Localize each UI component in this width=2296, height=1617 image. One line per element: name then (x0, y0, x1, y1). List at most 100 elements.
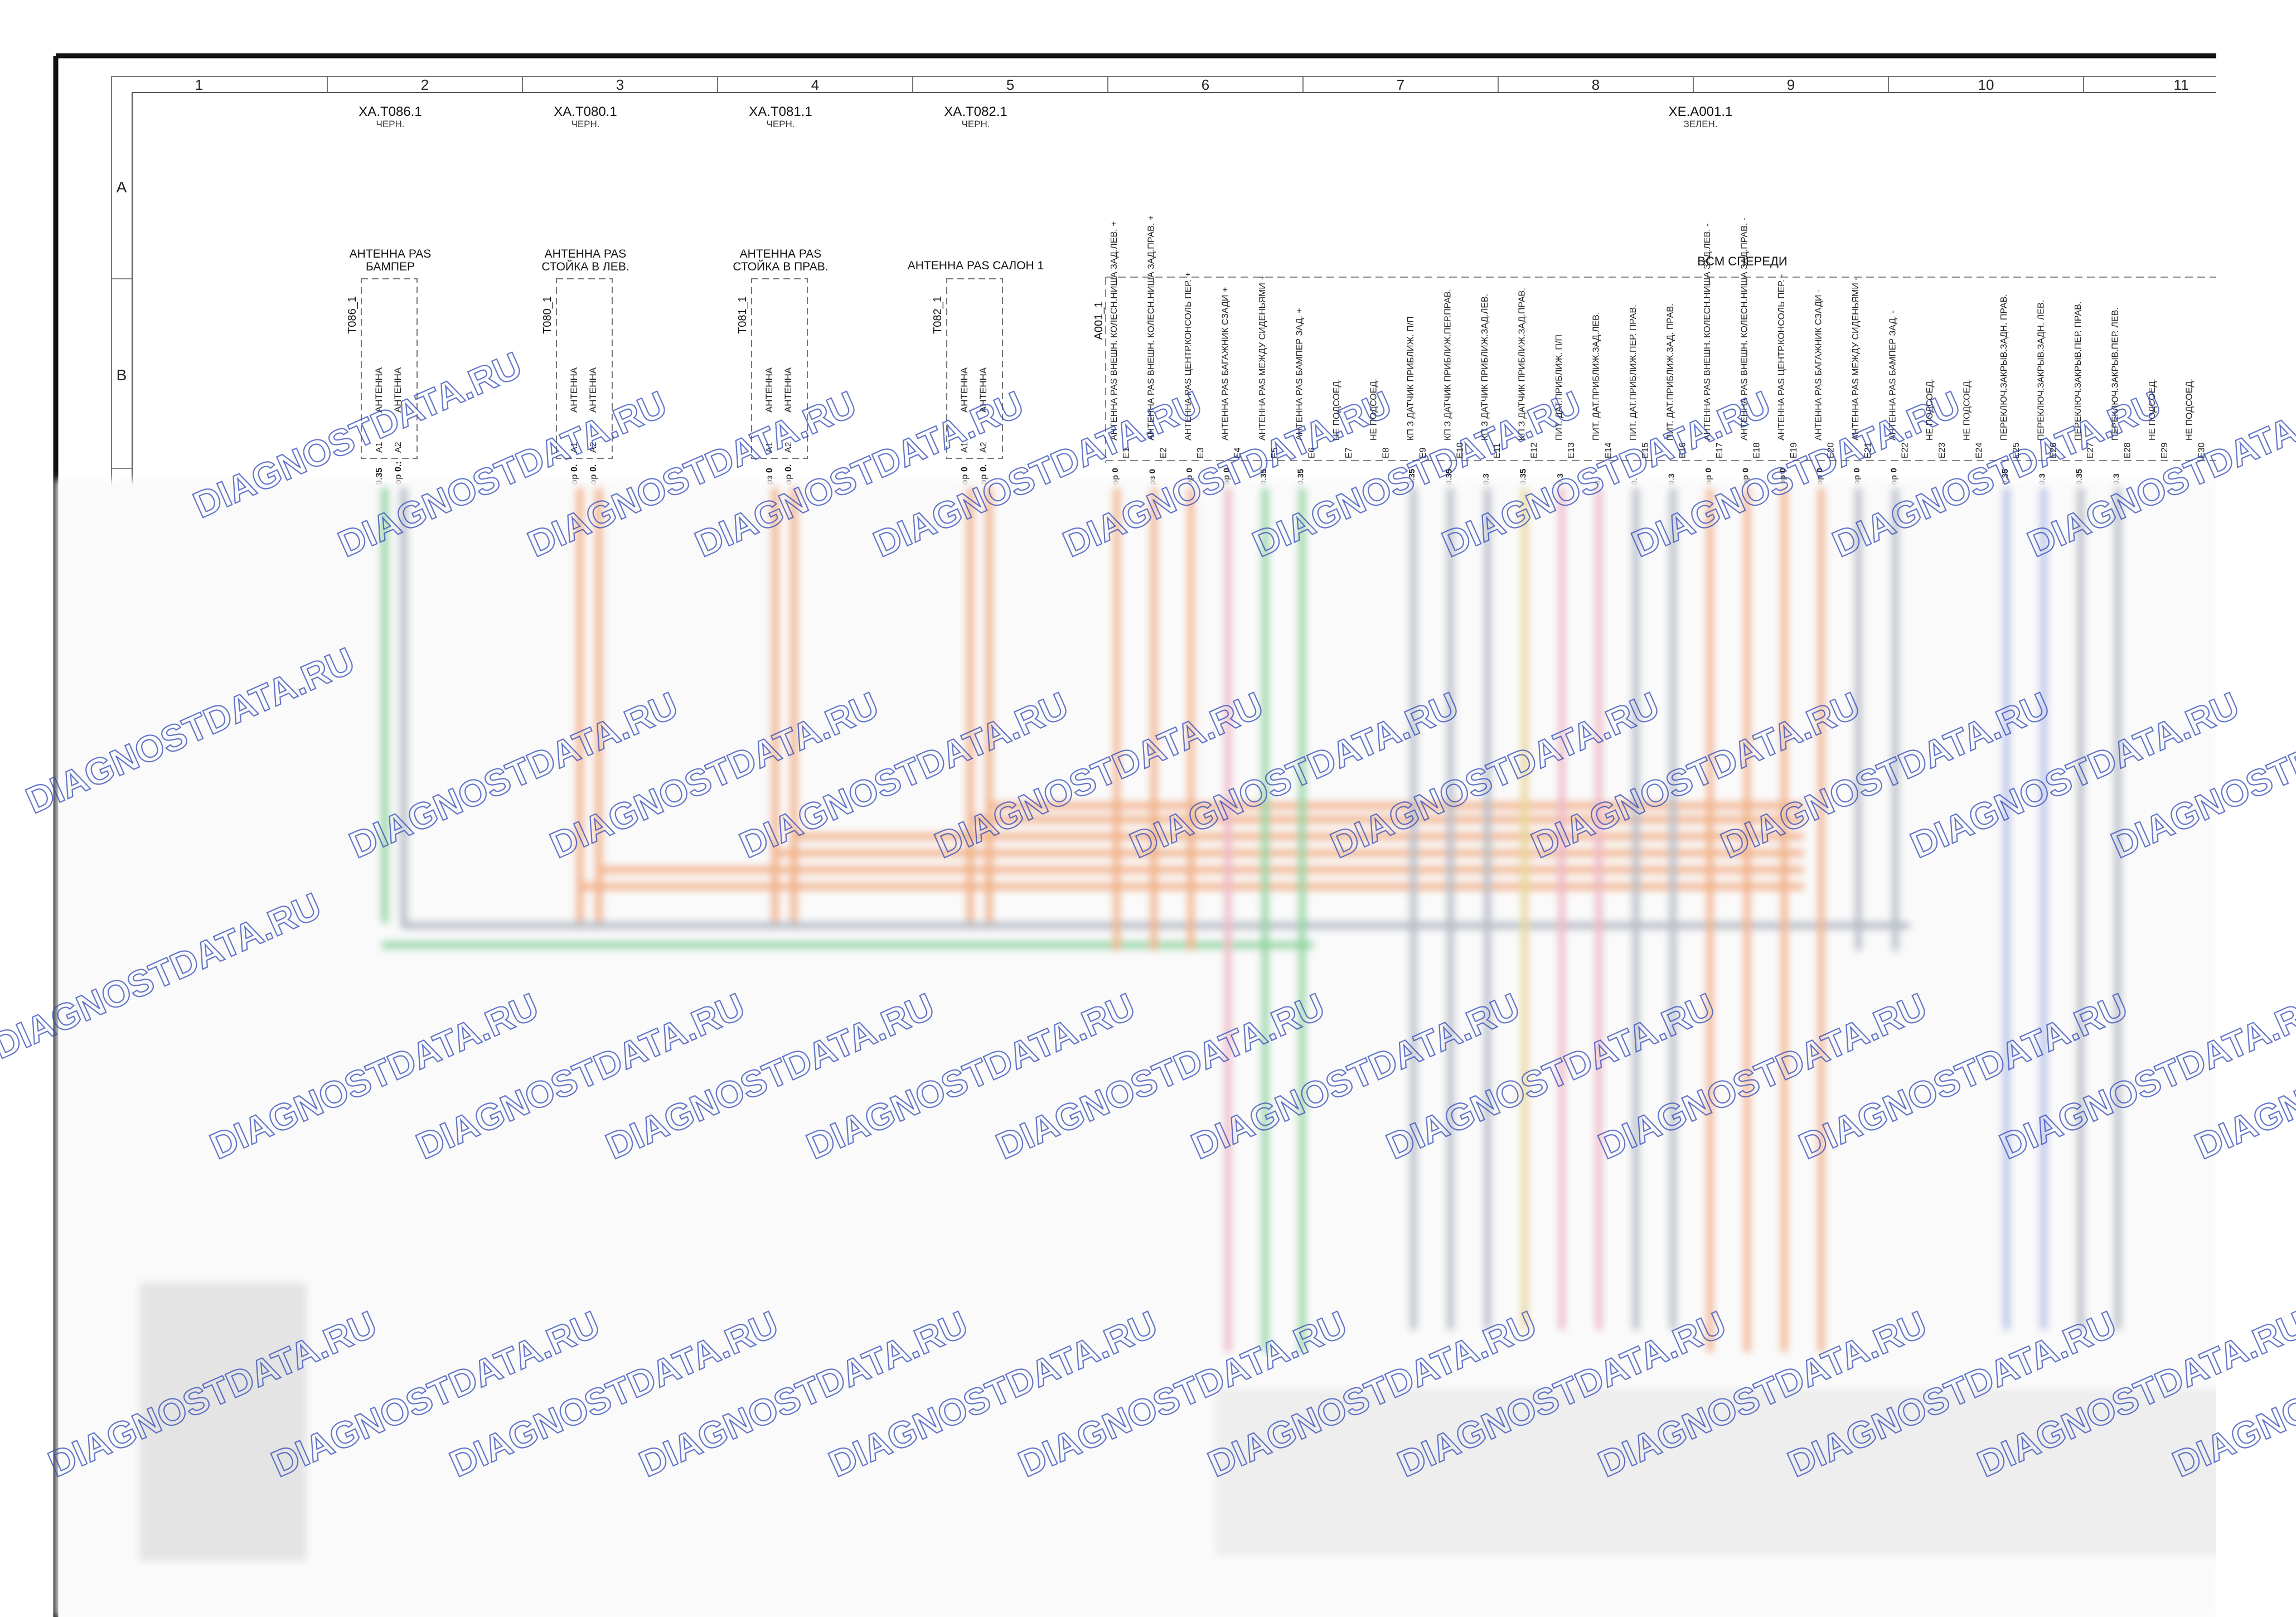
bcm-pin-name: НЕ ПОДСОЕД. (1369, 379, 1379, 440)
pin-number: A2 (589, 442, 598, 453)
column-number: 8 (1592, 76, 1600, 93)
pin-name: АНТЕННА (959, 367, 970, 413)
bcm-pin-name: АНТЕННА PAS ВНЕШН. КОЛЕСН.НИША ЗАД.ПРАВ.… (1740, 217, 1750, 440)
bcm-pin-number: E27 (2086, 442, 2095, 458)
bcm-code: A001_1 (1093, 302, 1105, 340)
bcm-pin-number: E3 (1196, 447, 1205, 458)
connector-id: XA.T080.1 (554, 104, 617, 119)
bcm-pin-number: E21 (1863, 442, 1873, 458)
bcm-id: XE.A001.1 (1669, 104, 1733, 119)
bcm-pin-number: E11 (1493, 443, 1502, 458)
connector-outline (361, 278, 418, 459)
bcm-pin-name: КП З ДАТЧИК ПРИБЛИЖ. П/П (1406, 316, 1416, 440)
bcm-pin-number: E22 (1901, 442, 1910, 458)
pin-number: A2 (394, 442, 403, 453)
bcm-pin-name: АНТЕННА PAS БАГАЖНИК СЗАДИ - (1814, 289, 1824, 440)
bcm-pin-number: E6 (1307, 447, 1317, 458)
connector-label: СТОЙКА В ЛЕВ. (541, 260, 629, 273)
pin-number: A1 (375, 442, 384, 453)
bcm-pin-number: E28 (2123, 442, 2133, 458)
bcm-pin-number: E13 (1567, 442, 1576, 458)
connector-label: АНТЕННА PAS (545, 248, 627, 260)
bcm-pin-number: E2 (1159, 447, 1169, 458)
bcm-pin-number: E30 (2197, 442, 2207, 458)
bcm-pin-number: E29 (2160, 442, 2169, 458)
bcm-pin-name: АНТЕННА PAS БАМПЕР ЗАД. + (1295, 308, 1305, 440)
bcm-pin-number: E25 (2012, 442, 2021, 458)
bcm-pin-number: E7 (1344, 447, 1354, 458)
row-letter: B (117, 366, 127, 384)
connector-color: ЧЕРН. (376, 119, 404, 129)
bcm-color: ЗЕЛЕН. (1683, 119, 1717, 129)
lower-connector-block (1215, 1388, 2216, 1556)
connector-code: T086_1 (346, 296, 359, 334)
connector-id: XA.T082.1 (944, 104, 1007, 119)
column-number: 10 (1978, 76, 1994, 93)
connector-label: АНТЕННА PAS (350, 248, 432, 260)
pin-number: A2 (979, 442, 989, 453)
pin-name: АНТЕННА (374, 367, 384, 413)
bcm-pin-number: E17 (1715, 442, 1725, 458)
pin-number: A2 (784, 442, 793, 453)
bcm-pin-name: НЕ ПОДСОЕД. (2185, 379, 2195, 440)
row-letter: A (117, 178, 127, 196)
connector-color: ЧЕРН. (571, 119, 599, 129)
bcm-pin-name: ПИТ. ДАТ.ПРИБЛИЖ.ЗАД. ПРАВ. (1666, 304, 1675, 440)
connector-label: БАМПЕР (366, 260, 415, 273)
bcm-pin-number: E12 (1530, 442, 1539, 458)
bcm-pin-number: E9 (1418, 447, 1428, 458)
connector-color: ЧЕРН. (766, 119, 795, 129)
bcm-pin-number: E14 (1604, 442, 1614, 458)
bcm-pin-name: АНТЕННА PAS БАГАЖНИК СЗАДИ + (1221, 287, 1231, 440)
bcm-pin-name: АНТЕННА PAS МЕЖДУ СИДЕНЬЯМИ + (1258, 275, 1267, 440)
bcm-pin-name: АНТЕННА PAS ЦЕНТР.КОНСОЛЬ ПЕР. + (1184, 272, 1193, 440)
bcm-pin-number: E8 (1382, 447, 1391, 458)
bcm-pin-number: E5 (1270, 447, 1280, 458)
bcm-pin-name: АНТЕННА PAS ВНЕШН. КОЛЕСН.НИША ЗАД.ЛЕВ. … (1703, 224, 1712, 440)
legend-block (139, 1282, 307, 1561)
bcm-pin-name: ПИТ. ДАТ.ПРИБЛИЖ.ПЕР. ПРАВ. (1629, 304, 1638, 440)
connector-outline (751, 278, 808, 459)
bcm-pin-number: E16 (1678, 442, 1688, 458)
pin-name: АНТЕННА (783, 367, 793, 413)
bcm-pin-name: НЕ ПОДСОЕД. (1963, 379, 1972, 440)
connector-color: ЧЕРН. (961, 119, 990, 129)
connector-code: T082_1 (932, 296, 944, 334)
bcm-pin-name: КП З ДАТЧИК ПРИБЛИЖ.ЗАД.ЛЕВ. (1480, 294, 1490, 440)
column-number: 11 (2174, 76, 2189, 93)
bcm-pin-number: E15 (1641, 442, 1650, 458)
connector-outline (556, 278, 613, 459)
bcm-pin-name: ПЕРЕКЛЮЧ.ЗАКРЫВ.ЗАДН. ПРАВ. (1999, 294, 2009, 440)
bcm-pin-name: НЕ ПОДСОЕД. (1925, 379, 1935, 440)
column-number: 9 (1787, 76, 1795, 93)
bcm-pin-number: E19 (1789, 442, 1799, 458)
bcm-pin-number: E1 (1122, 447, 1131, 458)
bcm-pin-name: ПИТ. ДАТ.ПРИБЛИЖ. П/П (1554, 335, 1564, 440)
bcm-pin-number: E20 (1827, 442, 1836, 458)
bcm-pin-name: КП З ДАТЧИК ПРИБЛИЖ.ЗАД.ПРАВ. (1518, 288, 1527, 440)
bcm-pin-number: E26 (2049, 442, 2058, 458)
bcm-pin-name: НЕ ПОДСОЕД. (2148, 379, 2157, 440)
column-number: 7 (1397, 76, 1404, 93)
connector-label: СТОЙКА В ПРАВ. (733, 260, 828, 273)
bcm-pin-name: ПЕРЕКЛЮЧ.ЗАКРЫВ.ПЕР. ЛЕВ. (2111, 307, 2120, 440)
column-number: 4 (811, 76, 819, 93)
connector-outline (946, 278, 1003, 459)
pin-number: A1 (570, 442, 579, 453)
column-number: 1 (195, 76, 203, 93)
connector-label: АНТЕННА PAS САЛОН 1 (908, 259, 1044, 272)
pin-name: АНТЕННА (764, 367, 774, 413)
bcm-pin-name: АНТЕННА PAS ВНЕШН. КОЛЕСН.НИША ЗАД.ЛЕВ. … (1110, 221, 1119, 440)
bcm-pin-name: НЕ ПОДСОЕД. (1332, 379, 1341, 440)
connector-code: T080_1 (541, 296, 554, 334)
pin-number: A1 (960, 442, 970, 453)
pin-name: АНТЕННА (393, 367, 403, 413)
bcm-pin-number: E4 (1233, 447, 1243, 458)
connector-code: T081_1 (737, 296, 749, 334)
bcm-pin-name: ПЕРЕКЛЮЧ.ЗАКРЫВ.ПЕР. ПРАВ. (2074, 302, 2083, 440)
wire-label: ор 0.: (394, 461, 403, 485)
column-number: 6 (1202, 76, 1209, 93)
column-number: 2 (421, 76, 429, 93)
bcm-pin-number: E10 (1456, 442, 1465, 458)
